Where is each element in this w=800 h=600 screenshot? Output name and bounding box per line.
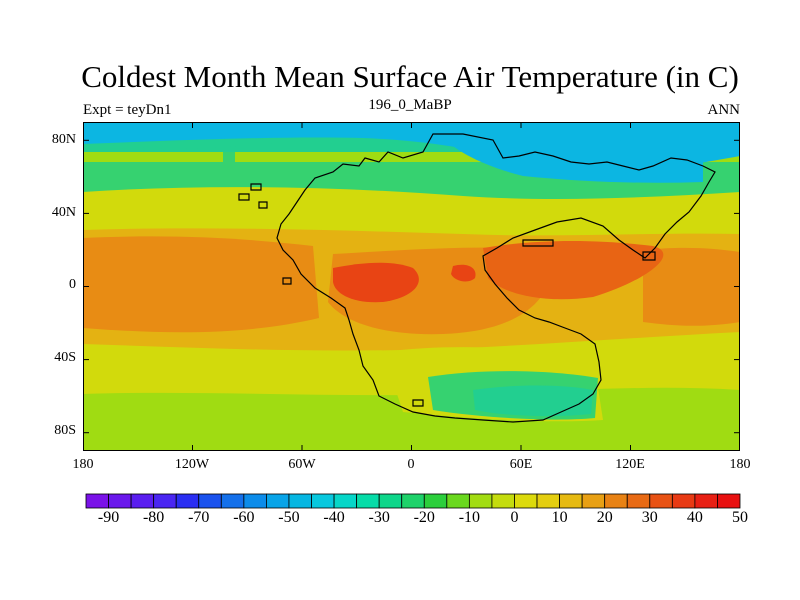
lon-label-60w: 60W <box>288 457 316 472</box>
colorbar-label: -30 <box>368 509 390 526</box>
colorbar-swatch-21 <box>559 493 583 509</box>
colorbar-swatch-10 <box>311 493 335 509</box>
colorbar-label: -90 <box>97 509 120 526</box>
colorbar-label: 30 <box>641 509 658 526</box>
field-south-ice-patch <box>473 385 593 417</box>
colorbar-label: 10 <box>551 509 568 526</box>
colorbar-swatch-20 <box>536 493 560 509</box>
colorbar-label: -10 <box>458 509 481 526</box>
colorbar-swatch-28 <box>717 493 741 509</box>
field-small-green-north <box>223 152 235 162</box>
period-label: ANN <box>707 102 741 118</box>
field-extreme-spot <box>451 264 476 282</box>
colorbar <box>85 493 741 514</box>
colorbar-swatch-13 <box>378 493 403 509</box>
lat-label-80n: 80N <box>51 132 76 147</box>
lon-label-0: 0 <box>407 457 415 472</box>
colorbar-swatch-19 <box>514 493 538 509</box>
lat-label-eq: 0 <box>69 277 76 292</box>
lat-label-40n: 40N <box>51 205 76 220</box>
field-temperate-north <box>83 187 740 242</box>
island-outline-7 <box>238 193 250 201</box>
field-siberia-ice <box>443 134 703 183</box>
lon-label-60e: 60E <box>509 457 533 472</box>
island-outline-5 <box>642 251 656 261</box>
colorbar-swatch-3 <box>153 493 177 509</box>
colorbar-swatch-14 <box>401 493 425 509</box>
field-hot-tethys <box>483 241 664 300</box>
colorbar-swatch-25 <box>649 493 673 509</box>
age-label: 196_0_MaBP <box>368 97 452 113</box>
colorbar-swatch-27 <box>694 493 718 509</box>
lon-label-120w: 120W <box>174 457 210 472</box>
colorbar-swatch-18 <box>491 493 515 509</box>
colorbar-label: -70 <box>188 509 210 526</box>
colorbar-swatch-15 <box>423 493 448 509</box>
colorbar-swatch-1 <box>108 493 132 509</box>
colorbar-swatch-0 <box>85 493 109 509</box>
colorbar-label: 50 <box>732 509 748 526</box>
colorbar-label: 20 <box>596 509 613 526</box>
colorbar-swatch-4 <box>175 493 200 509</box>
lon-label-120e: 120E <box>615 457 645 472</box>
lon-label-180e: 180 <box>729 457 751 472</box>
colorbar-label: 40 <box>686 509 703 526</box>
chart-title: Coldest Month Mean Surface Air Temperatu… <box>81 59 739 94</box>
colorbar-swatch-6 <box>220 493 245 509</box>
field-extreme-pangea <box>333 262 419 303</box>
colorbar-swatch-8 <box>266 493 290 509</box>
colorbar-label: -50 <box>278 509 300 526</box>
temperature-map <box>83 122 740 451</box>
colorbar-swatch-12 <box>356 493 380 509</box>
colorbar-label: -60 <box>233 509 255 526</box>
map-ticks <box>83 122 740 451</box>
colorbar-label: -40 <box>323 509 345 526</box>
continent-outline <box>276 133 716 423</box>
colorbar-swatch-9 <box>288 493 312 509</box>
experiment-label: Expt = teyDn1 <box>83 102 172 118</box>
colorbar-swatch-2 <box>130 493 155 509</box>
island-outline-6 <box>258 201 268 209</box>
colorbar-label: 0 <box>510 509 519 526</box>
colorbar-swatch-11 <box>333 493 358 509</box>
island-outline-4 <box>522 239 554 247</box>
colorbar-swatch-22 <box>581 493 606 509</box>
colorbar-swatch-5 <box>198 493 222 509</box>
field-hot-pacific-east <box>643 247 740 326</box>
colorbar-swatch-16 <box>446 493 470 509</box>
island-outline-1 <box>412 399 424 407</box>
colorbar-swatch-23 <box>604 493 628 509</box>
colorbar-swatch-17 <box>468 493 493 509</box>
lat-label-80s: 80S <box>54 423 76 438</box>
colorbar-swatch-26 <box>671 493 696 509</box>
colorbar-label: -80 <box>142 509 165 526</box>
field-hot-pacific <box>83 236 319 333</box>
lat-label-40s: 40S <box>54 350 76 365</box>
colorbar-swatch-7 <box>243 493 267 509</box>
island-outline-3 <box>282 277 292 285</box>
island-outline-2 <box>250 183 262 191</box>
colorbar-swatch-24 <box>626 493 651 509</box>
colorbar-label: -20 <box>413 509 435 526</box>
lon-label-180w: 180 <box>72 457 94 472</box>
